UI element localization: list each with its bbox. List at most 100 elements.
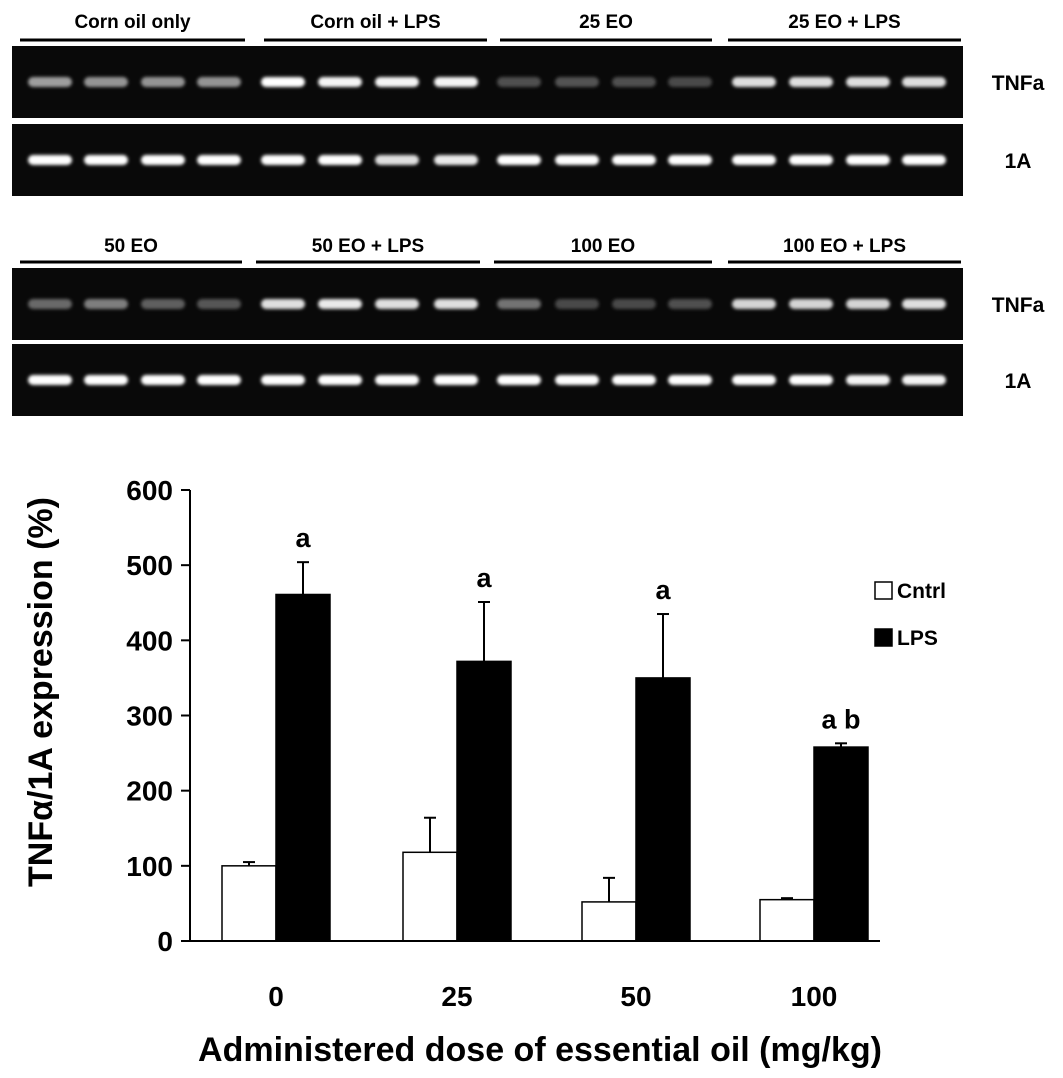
gel-band	[668, 299, 712, 309]
y-tick-label: 500	[126, 550, 173, 581]
gel-band	[732, 375, 776, 385]
y-tick-label: 400	[126, 625, 173, 656]
gel-band	[612, 375, 656, 385]
gel-band	[732, 77, 776, 87]
x-tick-label: 50	[620, 981, 651, 1012]
gel-band	[375, 77, 419, 87]
gel-group-label: 50 EO	[104, 236, 158, 257]
gel-band	[84, 77, 128, 87]
gel-band	[197, 77, 241, 87]
gel-group-label: 25 EO + LPS	[788, 12, 900, 33]
bar-cntrl	[759, 898, 815, 942]
gel-band	[555, 299, 599, 309]
gel-band	[846, 77, 890, 87]
gel-band	[318, 375, 362, 385]
gel-band	[197, 299, 241, 309]
gel-band	[497, 155, 541, 165]
gel-band	[902, 155, 946, 165]
gel-band	[732, 155, 776, 165]
gel-band	[497, 299, 541, 309]
gel-band	[612, 77, 656, 87]
x-tick-label: 0	[268, 981, 284, 1012]
gel-band	[261, 155, 305, 165]
gel-band	[846, 299, 890, 309]
gel-band	[28, 375, 72, 385]
gel-band	[141, 77, 185, 87]
legend-label-cntrl: Cntrl	[897, 580, 946, 603]
bar-chart: 0 100 200 300 400 500 600 a a a a b 0 25 50 100 TNFα…	[22, 475, 946, 1069]
x-tick-label: 100	[791, 981, 838, 1012]
y-axis-ticks: 0 100 200 300 400 500 600	[126, 475, 190, 957]
y-axis-label: TNFα/1A expression (%)	[22, 497, 60, 887]
gel-group-label: 100 EO + LPS	[783, 236, 906, 257]
bar-lps	[813, 746, 869, 942]
legend-swatch-cntrl	[874, 581, 893, 600]
gel-band	[261, 77, 305, 87]
x-axis-label: Administered dose of essential oil (mg/k…	[198, 1031, 882, 1069]
gel-band	[261, 375, 305, 385]
gel-group-label: 25 EO	[579, 12, 633, 33]
gel-images: Corn oil only Corn oil + LPS 25 EO 25 EO + …	[12, 12, 1045, 416]
gel-band	[141, 375, 185, 385]
gel-group-label: Corn oil + LPS	[310, 12, 440, 33]
gel-row-label: TNFa	[992, 72, 1045, 95]
gel-band	[612, 155, 656, 165]
y-tick-label: 200	[126, 776, 173, 807]
gel-band	[141, 299, 185, 309]
y-tick-label: 100	[126, 851, 173, 882]
gel-band	[902, 77, 946, 87]
y-tick-label: 300	[126, 701, 173, 732]
legend: Cntrl LPS	[874, 580, 946, 650]
gel-band	[28, 155, 72, 165]
gel-band	[497, 375, 541, 385]
significance-label: a	[655, 575, 671, 605]
gel-band	[846, 155, 890, 165]
significance-label: a b	[821, 704, 860, 734]
gel-band	[789, 375, 833, 385]
gel-band	[668, 155, 712, 165]
gel-band	[789, 155, 833, 165]
bar-lps	[275, 593, 331, 942]
y-tick-label: 600	[126, 475, 173, 506]
gel-band	[789, 299, 833, 309]
gel-band	[84, 155, 128, 165]
gel-band	[197, 375, 241, 385]
bars: a a a a b	[221, 523, 869, 942]
bar-cntrl	[402, 851, 458, 942]
bar-cntrl	[581, 901, 637, 942]
gel-group-label: Corn oil only	[74, 12, 191, 33]
significance-label: a	[295, 523, 311, 553]
gel-band	[902, 375, 946, 385]
gel-band	[318, 155, 362, 165]
gel-band	[732, 299, 776, 309]
gel-band	[612, 299, 656, 309]
gel-band	[28, 299, 72, 309]
gel-row-label: 1A	[1005, 150, 1032, 173]
gel-band	[555, 375, 599, 385]
x-tick-label: 25	[441, 981, 472, 1012]
bar-lps	[635, 677, 691, 942]
gel-band	[434, 77, 478, 87]
gel-band	[434, 375, 478, 385]
gel-band	[902, 299, 946, 309]
significance-label: a	[476, 563, 492, 593]
gel-band	[434, 155, 478, 165]
legend-swatch-lps	[874, 628, 893, 647]
gel-band	[434, 299, 478, 309]
gel-band	[28, 77, 72, 87]
gel-band	[375, 375, 419, 385]
gel-band	[84, 299, 128, 309]
gel-group-label: 50 EO + LPS	[312, 236, 424, 257]
gel-row-label: TNFa	[992, 294, 1045, 317]
legend-label-lps: LPS	[897, 627, 938, 650]
gel-band	[375, 299, 419, 309]
y-tick-label: 0	[157, 926, 173, 957]
gel-band	[84, 375, 128, 385]
gel-band	[789, 77, 833, 87]
bar-cntrl	[221, 865, 277, 942]
gel-band	[141, 155, 185, 165]
gel-row-label: 1A	[1005, 370, 1032, 393]
gel-band	[668, 77, 712, 87]
gel-band	[555, 77, 599, 87]
gel-band	[668, 375, 712, 385]
